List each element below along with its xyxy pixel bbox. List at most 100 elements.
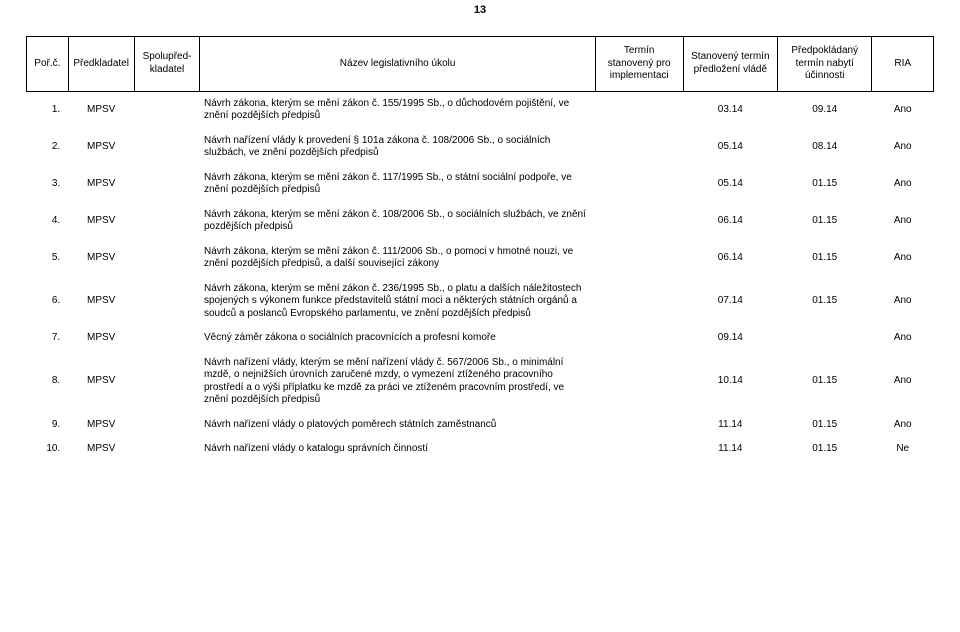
cell-ria: Ano [872, 326, 934, 351]
cell-uci: 01.15 [778, 437, 872, 462]
cell-spolu [134, 166, 200, 203]
table-row: 10.MPSV Návrh nařízení vlády o katalogu s… [27, 437, 934, 462]
cell-imp [595, 437, 683, 462]
table-row: 7.MPSV Věcný záměr zákona o sociálních pr… [27, 326, 934, 351]
cell-ria: Ano [872, 129, 934, 166]
cell-imp [595, 351, 683, 413]
cell-predkl: MPSV [68, 326, 134, 351]
cell-spolu [134, 326, 200, 351]
table-header: Poř.č. Předkladatel Spolupřed- kladatel … [27, 37, 934, 92]
page-number: 13 [474, 4, 486, 16]
cell-nazev: Návrh nařízení vlády o katalogu správníc… [200, 437, 595, 462]
col-termin-impl: Termín stanovený pro implementaci [595, 37, 683, 92]
cell-spolu [134, 277, 200, 327]
col-nazev: Název legislativního úkolu [200, 37, 595, 92]
table-row: 5.MPSV Návrh zákona, kterým se mění zákon… [27, 240, 934, 277]
col-por-c: Poř.č. [27, 37, 69, 92]
cell-nazev: Návrh nařízení vlády, kterým se mění nař… [200, 351, 595, 413]
cell-uci: 01.15 [778, 351, 872, 413]
cell-imp [595, 240, 683, 277]
table-row: 2.MPSV Návrh nařízení vlády k provedení §… [27, 129, 934, 166]
table-body: 1.MPSVNávrh zákona, kterým se mění zákon… [27, 91, 934, 462]
cell-spolu [134, 351, 200, 413]
cell-idx: 4. [27, 203, 69, 240]
cell-ria: Ano [872, 91, 934, 129]
cell-ria: Ano [872, 166, 934, 203]
cell-pred: 05.14 [683, 166, 777, 203]
cell-idx: 8. [27, 351, 69, 413]
cell-spolu [134, 413, 200, 438]
cell-imp [595, 413, 683, 438]
cell-nazev: Návrh zákona, kterým se mění zákon č. 11… [200, 240, 595, 277]
cell-predkl: MPSV [68, 129, 134, 166]
cell-pred: 06.14 [683, 240, 777, 277]
cell-uci: 08.14 [778, 129, 872, 166]
cell-pred: 05.14 [683, 129, 777, 166]
cell-ria: Ne [872, 437, 934, 462]
cell-ria: Ano [872, 203, 934, 240]
cell-spolu [134, 129, 200, 166]
cell-pred: 10.14 [683, 351, 777, 413]
col-termin-predlozeni: Stanovený termín předložení vládě [683, 37, 777, 92]
col-spolupred: Spolupřed- kladatel [134, 37, 200, 92]
cell-nazev: Návrh nařízení vlády k provedení § 101a … [200, 129, 595, 166]
table-row: 9.MPSVNávrh nařízení vlády o platových p… [27, 413, 934, 438]
cell-pred: 09.14 [683, 326, 777, 351]
cell-ria: Ano [872, 413, 934, 438]
cell-imp [595, 129, 683, 166]
cell-pred: 07.14 [683, 277, 777, 327]
col-ria: RIA [872, 37, 934, 92]
cell-nazev: Návrh zákona, kterým se mění zákon č. 15… [200, 91, 595, 129]
cell-pred: 11.14 [683, 413, 777, 438]
cell-predkl: MPSV [68, 203, 134, 240]
cell-uci: 01.15 [778, 166, 872, 203]
cell-idx: 10. [27, 437, 69, 462]
table-row: 6.MPSV Návrh zákona, kterým se mění zákon… [27, 277, 934, 327]
col-predkladatel: Předkladatel [68, 37, 134, 92]
cell-imp [595, 203, 683, 240]
cell-idx: 5. [27, 240, 69, 277]
cell-pred: 11.14 [683, 437, 777, 462]
cell-ria: Ano [872, 277, 934, 327]
cell-idx: 2. [27, 129, 69, 166]
cell-uci: 01.15 [778, 240, 872, 277]
cell-predkl: MPSV [68, 166, 134, 203]
cell-uci [778, 326, 872, 351]
cell-spolu [134, 240, 200, 277]
cell-imp [595, 91, 683, 129]
cell-uci: 09.14 [778, 91, 872, 129]
cell-predkl: MPSV [68, 277, 134, 327]
cell-spolu [134, 203, 200, 240]
cell-predkl: MPSV [68, 351, 134, 413]
cell-predkl: MPSV [68, 240, 134, 277]
cell-nazev: Návrh zákona, kterým se mění zákon č. 23… [200, 277, 595, 327]
col-termin-ucinnost: Předpokládaný termín nabytí účinnosti [778, 37, 872, 92]
cell-ria: Ano [872, 240, 934, 277]
cell-predkl: MPSV [68, 437, 134, 462]
cell-nazev: Návrh zákona, kterým se mění zákon č. 10… [200, 203, 595, 240]
cell-spolu [134, 437, 200, 462]
cell-uci: 01.15 [778, 413, 872, 438]
legislation-table: Poř.č. Předkladatel Spolupřed- kladatel … [26, 36, 934, 462]
cell-pred: 06.14 [683, 203, 777, 240]
cell-spolu [134, 91, 200, 129]
cell-imp [595, 166, 683, 203]
cell-idx: 9. [27, 413, 69, 438]
cell-imp [595, 277, 683, 327]
table-row: 4.MPSV Návrh zákona, kterým se mění zákon… [27, 203, 934, 240]
cell-idx: 6. [27, 277, 69, 327]
cell-predkl: MPSV [68, 91, 134, 129]
cell-imp [595, 326, 683, 351]
cell-idx: 7. [27, 326, 69, 351]
cell-predkl: MPSV [68, 413, 134, 438]
cell-nazev: Věcný záměr zákona o sociálních pracovní… [200, 326, 595, 351]
cell-idx: 1. [27, 91, 69, 129]
table-container: Poř.č. Předkladatel Spolupřed- kladatel … [26, 36, 934, 462]
cell-nazev: Návrh zákona, kterým se mění zákon č. 11… [200, 166, 595, 203]
cell-pred: 03.14 [683, 91, 777, 129]
table-row: 3.MPSV Návrh zákona, kterým se mění zákon… [27, 166, 934, 203]
cell-idx: 3. [27, 166, 69, 203]
table-row: 1.MPSV Návrh zákona, kterým se mění zákon… [27, 91, 934, 129]
cell-uci: 01.15 [778, 277, 872, 327]
table-row: 8.MPSV Návrh nařízení vlády, kterým se mě… [27, 351, 934, 413]
